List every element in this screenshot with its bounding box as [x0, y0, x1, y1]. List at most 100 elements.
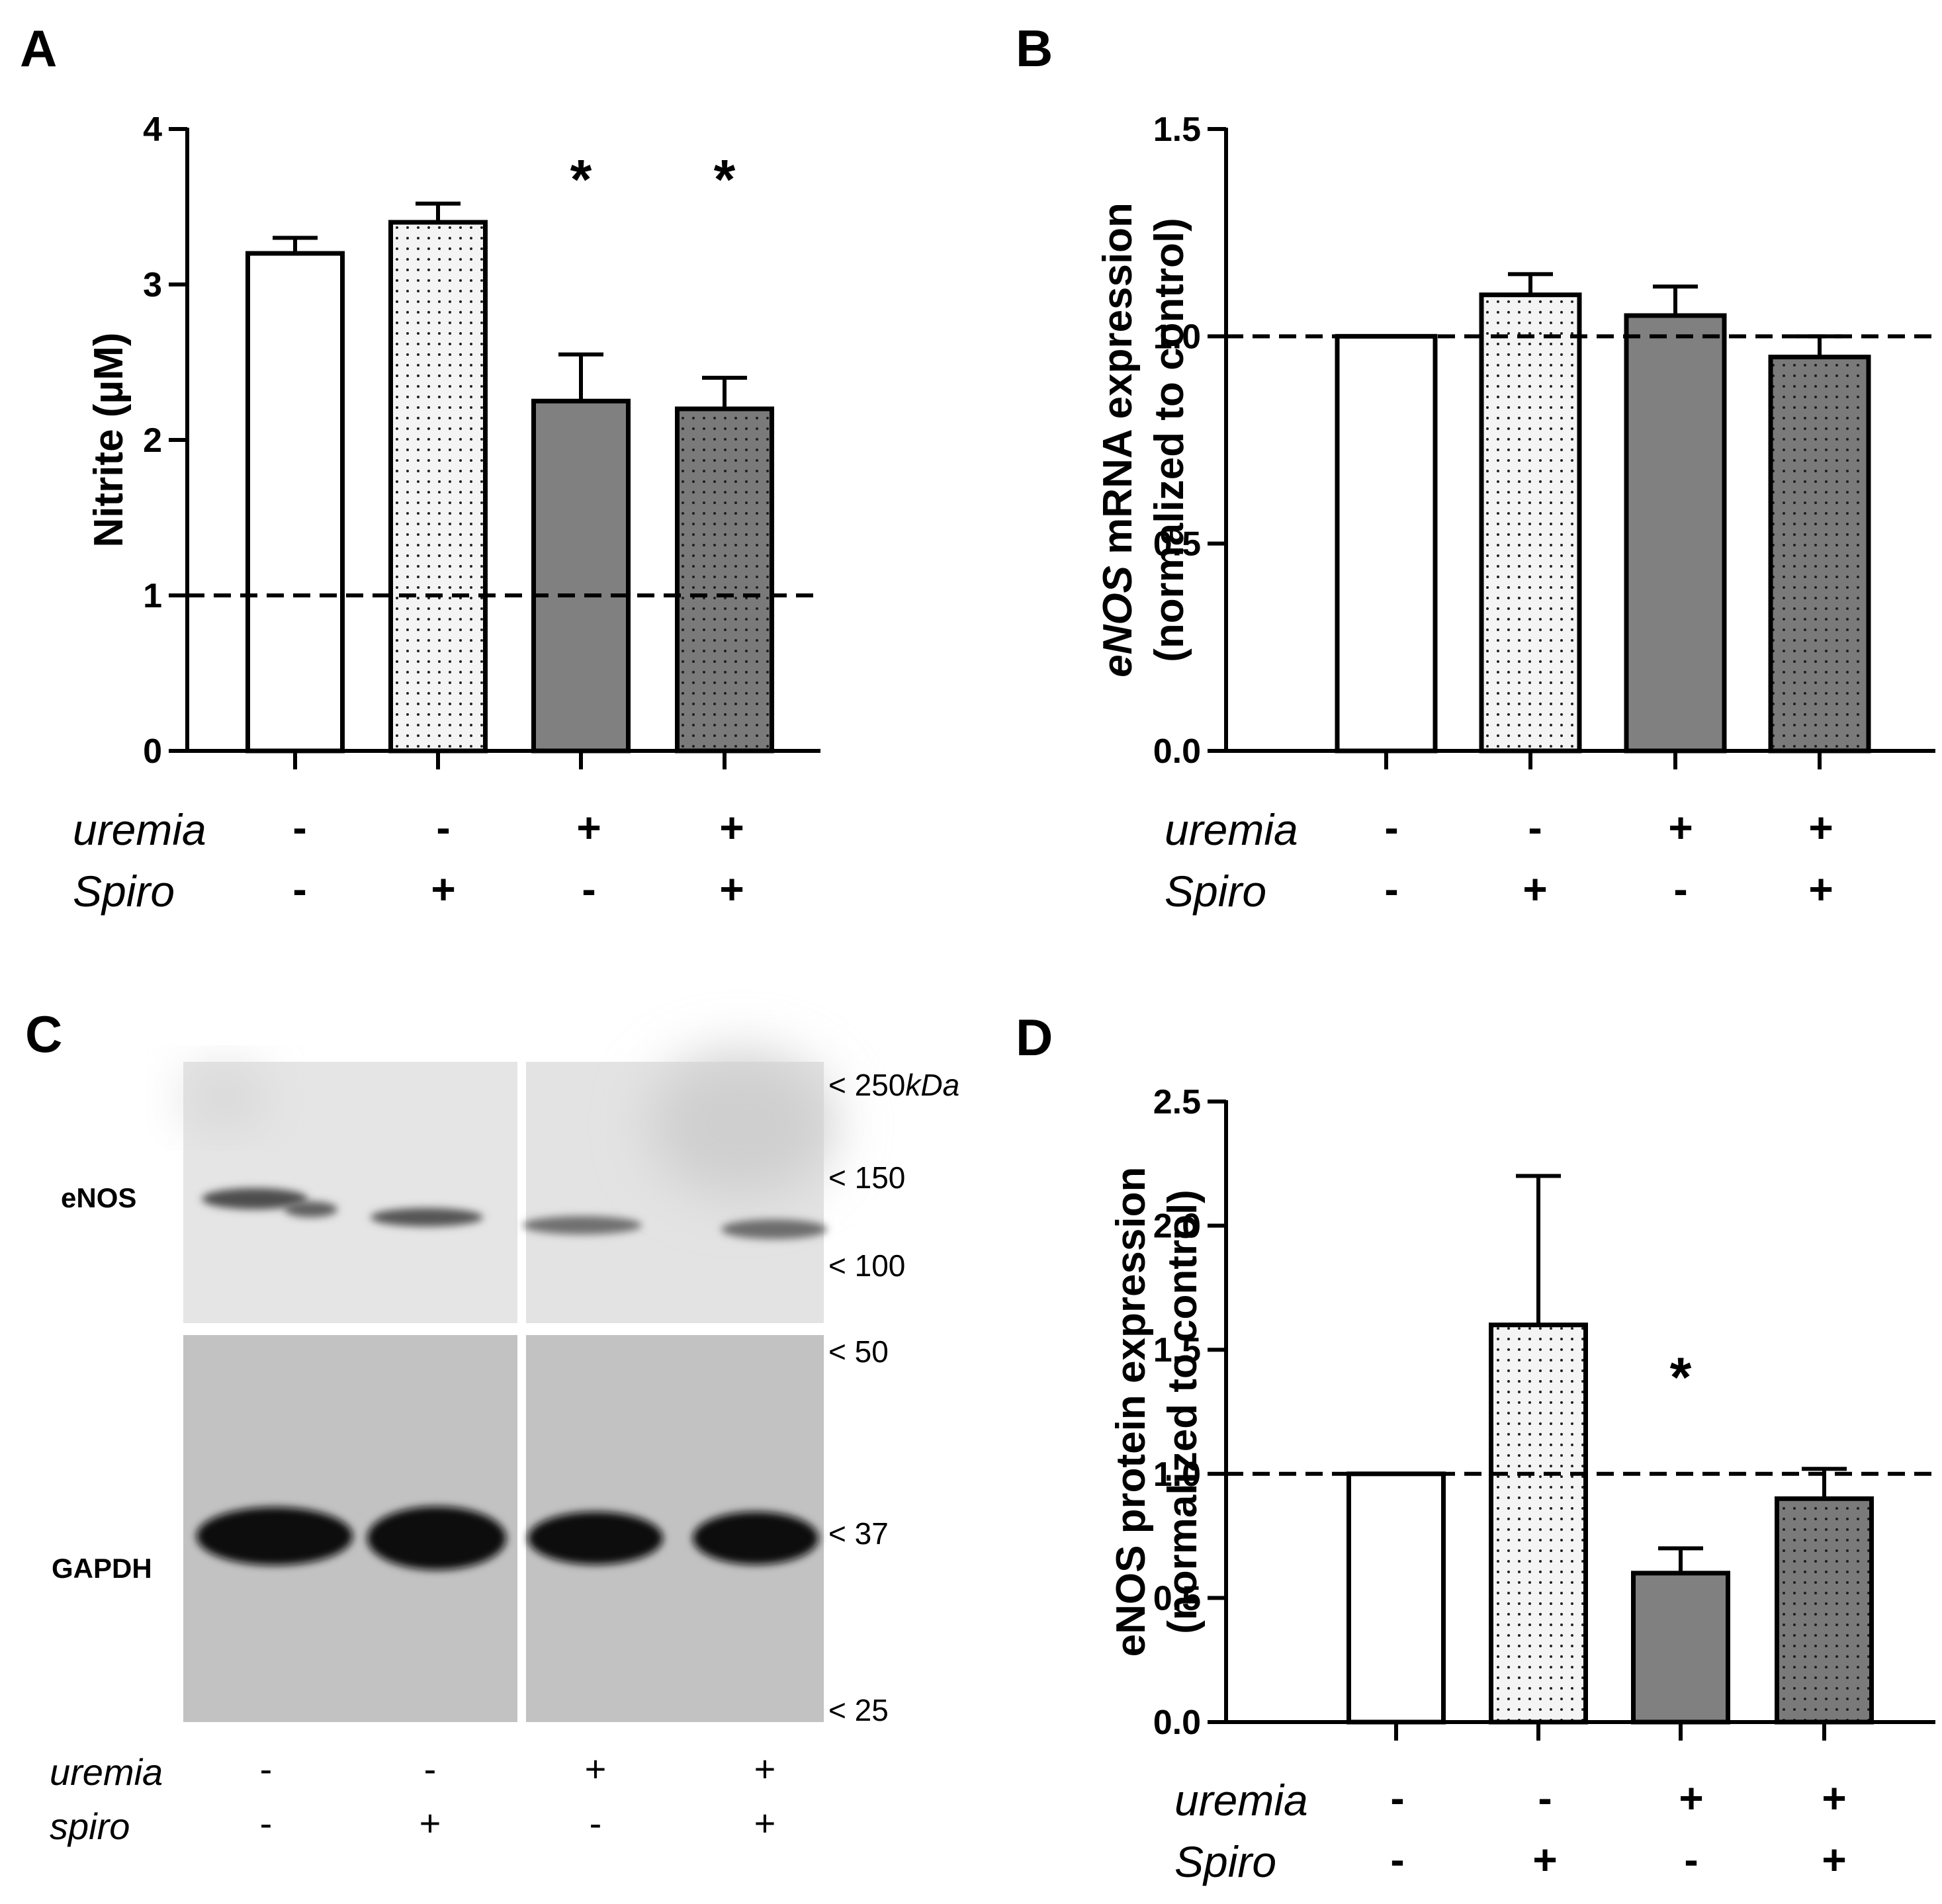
y-tick-label: 2.5 — [1153, 1083, 1201, 1121]
spiro-sign: - — [582, 865, 596, 913]
panel-b: B 0.0 0.5 1.0 1.5 eNOS mRNA expression (norma… — [1016, 19, 1935, 916]
panel-letter-d: D — [1016, 1008, 1053, 1066]
blot-uremia-sign: + — [585, 1748, 607, 1790]
panel-a: A 0 1 2 3 4 * * Nitrite (µM) uremia Spiro - - - + + - + + — [20, 19, 820, 916]
bar — [1346, 1471, 1446, 1725]
condition-label-spiro: Spiro — [1174, 1837, 1276, 1886]
marker-label: < 100 — [828, 1248, 905, 1283]
marker-label: < 150 — [828, 1160, 905, 1195]
condition-label-spiro: Spiro — [73, 867, 175, 916]
spiro-sign: + — [1808, 865, 1833, 913]
spiro-sign: - — [292, 865, 306, 913]
spiro-sign: - — [1390, 1836, 1404, 1883]
spiro-sign: + — [1532, 1836, 1557, 1883]
molecular-weight-markers: < 250kDa < 150 < 100 < 50 < 37 < 25 — [828, 1068, 959, 1727]
gapdh-band-4 — [693, 1512, 818, 1565]
marker-label: < 50 — [828, 1334, 889, 1369]
bar — [675, 406, 774, 754]
blot-condition-label-uremia: uremia — [50, 1751, 163, 1793]
blot-uremia-sign: - — [424, 1748, 437, 1790]
bar — [1479, 292, 1582, 754]
y-tick-label: 0.5 — [1153, 525, 1201, 564]
blot-condition-label-spiro: spiro — [50, 1805, 130, 1847]
uremia-sign: - — [1390, 1774, 1404, 1822]
spiro-sign: - — [1684, 1836, 1698, 1883]
bar — [1768, 355, 1871, 754]
uremia-sign: - — [436, 804, 450, 851]
panel-letter-b: B — [1016, 19, 1053, 77]
enos-band-1 — [202, 1188, 308, 1209]
uremia-sign: - — [1538, 1774, 1552, 1822]
uremia-sign: + — [576, 804, 601, 851]
blot-smudge — [185, 1072, 265, 1125]
blot-spiro-sign: - — [260, 1802, 273, 1844]
enos-blot — [183, 1052, 834, 1323]
y-tick-label: 0.0 — [1153, 1704, 1201, 1742]
blot-spiro-sign: + — [754, 1802, 776, 1844]
bar — [531, 398, 631, 754]
uremia-sign: - — [1384, 804, 1398, 851]
significance-star: * — [570, 148, 592, 210]
y-tick-label: 1 — [143, 577, 162, 615]
significance-star: * — [1670, 1346, 1692, 1408]
gapdh-blot — [183, 1335, 824, 1722]
bar — [1489, 1322, 1588, 1725]
spiro-sign: + — [1523, 865, 1547, 913]
uremia-sign: + — [1668, 804, 1693, 851]
y-tick-label: 2 — [143, 421, 162, 460]
blot-spiro-sign: - — [590, 1802, 602, 1844]
gapdh-band-2 — [367, 1506, 506, 1570]
y-axis-title: eNOS protein expression — [1108, 1167, 1154, 1657]
blot-conditions: uremia spiro - - - + + - + + — [50, 1748, 775, 1847]
gapdh-band-3 — [528, 1512, 663, 1565]
condition-label-uremia: uremia — [1174, 1776, 1308, 1825]
y-axis-title: Nitrite (µM) — [86, 332, 132, 547]
bar — [1631, 1571, 1730, 1725]
marker-label: < 37 — [828, 1516, 889, 1551]
condition-label-uremia: uremia — [73, 805, 206, 854]
gapdh-band-1 — [197, 1507, 353, 1565]
significance-star: * — [714, 148, 736, 210]
spiro-sign: + — [431, 865, 455, 913]
bar — [1624, 313, 1727, 754]
uremia-sign: + — [719, 804, 744, 851]
y-tick-label: 0 — [143, 732, 162, 771]
y-tick-label: 1.5 — [1153, 110, 1201, 149]
uremia-sign: + — [1808, 804, 1833, 851]
bar — [388, 220, 488, 754]
spiro-sign: + — [1822, 1836, 1846, 1883]
marker-label: < 25 — [828, 1693, 889, 1727]
bar — [1775, 1496, 1874, 1725]
panel-letter-a: A — [20, 19, 57, 77]
panel-letter-c: C — [25, 1005, 62, 1063]
uremia-sign: - — [1528, 804, 1542, 851]
enos-band-1b — [285, 1201, 337, 1217]
blot-spiro-sign: + — [419, 1802, 441, 1844]
condition-label-spiro: Spiro — [1165, 867, 1266, 916]
blot-row-label-enos: eNOS — [61, 1182, 136, 1213]
bar — [1335, 333, 1438, 754]
y-axis-title: eNOS mRNA expression — [1095, 202, 1141, 677]
panel-c-western-blot: C eNOS GAPDH < 250kDa< 150< 100< 50< 37<… — [25, 1005, 959, 1847]
marker-label: < 250kDa — [828, 1068, 959, 1102]
spiro-sign: + — [719, 865, 744, 913]
panel-d: D 0.0 0.5 1.0 1.5 2.0 2.5 * eNOS protein expres… — [1016, 1008, 1935, 1886]
y-tick-label: 4 — [143, 110, 162, 149]
y-tick-label: 0.5 — [1153, 1579, 1201, 1618]
bar — [245, 251, 345, 754]
blot-row-label-gapdh: GAPDH — [52, 1553, 152, 1584]
enos-band-3 — [523, 1216, 642, 1234]
enos-band-4 — [721, 1219, 827, 1239]
y-axis-title-line2: (normalized to control) — [1160, 1190, 1206, 1634]
uremia-sign: + — [1679, 1774, 1703, 1822]
y-axis-title-line2: (normalized to control) — [1147, 218, 1192, 662]
enos-band-2 — [371, 1208, 483, 1227]
y-tick-label: 1.0 — [1153, 1455, 1201, 1494]
spiro-sign: - — [1673, 865, 1687, 913]
y-tick-label: 2.0 — [1153, 1207, 1201, 1246]
blot-smudge — [648, 1052, 834, 1197]
uremia-sign: + — [1822, 1774, 1846, 1822]
y-tick-label: 0.0 — [1153, 732, 1201, 771]
condition-label-uremia: uremia — [1165, 805, 1298, 854]
